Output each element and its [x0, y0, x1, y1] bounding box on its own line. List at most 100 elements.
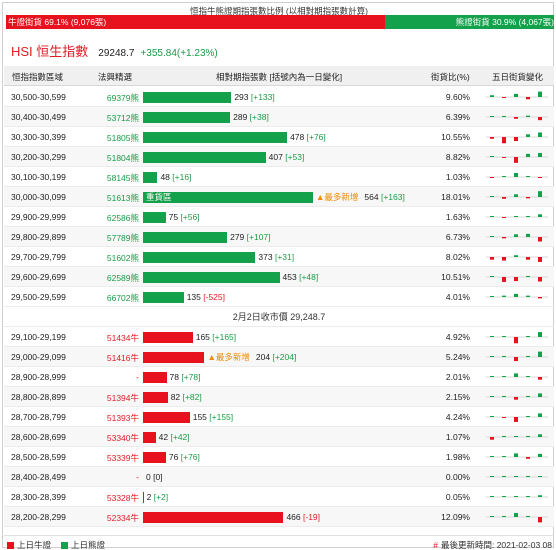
trend-bar: [526, 276, 530, 277]
index-name[interactable]: HSI 恒生指數: [11, 44, 89, 59]
warrant-code-link[interactable]: 62586熊: [106, 213, 139, 223]
warrant-code-link[interactable]: 51393牛: [106, 413, 139, 423]
trend-bar: [514, 172, 518, 177]
bull-table-row[interactable]: 28,300-28,399 53328牛 2 [+2] 0.05%: [4, 487, 554, 507]
trend-bar: [514, 397, 518, 400]
warrant-code-link[interactable]: 58145熊: [106, 173, 139, 183]
contracts-label: 453 [+48]: [283, 272, 319, 282]
contracts-bar: [143, 411, 190, 423]
column-range-header: 恒指指數區域: [12, 72, 64, 82]
warrant-code-link[interactable]: 53340牛: [106, 433, 139, 443]
contracts-bar: [143, 271, 280, 283]
price-range: 29,600-29,699: [11, 272, 66, 282]
warrant-code-link[interactable]: 53339牛: [106, 453, 139, 463]
contracts-value: 453: [282, 272, 297, 282]
trend-bar: [490, 496, 494, 497]
contracts-value: 76: [168, 452, 179, 462]
bear-table-row[interactable]: 30,500-30,599 69379熊 293 [+133] 9.60%: [4, 87, 554, 107]
bear-table-row[interactable]: 30,200-30,299 51804熊 407 [+53] 8.82%: [4, 147, 554, 167]
warrant-code-link[interactable]: 69379熊: [106, 93, 139, 103]
five-day-trend-chart: [486, 91, 548, 100]
bull-table-row[interactable]: 28,700-28,799 51393牛 155 [+155] 4.24%: [4, 407, 554, 427]
trend-bar: [514, 337, 518, 344]
bear-table-row[interactable]: 30,400-30,499 53712熊 289 [+38] 6.39%: [4, 107, 554, 127]
warrant-code-link[interactable]: 51613熊: [106, 193, 139, 203]
five-day-trend-chart: [486, 495, 548, 498]
daily-change: [+163]: [380, 192, 405, 202]
trend-bar: [526, 233, 530, 237]
trend-bar: [502, 456, 506, 457]
five-day-trend-chart: [486, 434, 548, 440]
trend-bar: [514, 373, 518, 377]
update-marker: #: [433, 540, 438, 550]
price-range: 29,500-29,599: [11, 292, 66, 302]
warrant-code-link[interactable]: 51804熊: [106, 153, 139, 163]
bull-table-row[interactable]: 28,400-28,499 -0 [0] 0.00%: [4, 467, 554, 487]
outstanding-pct: 6.39%: [445, 112, 470, 122]
warrant-code-link[interactable]: 51602熊: [106, 253, 139, 263]
bear-table-row[interactable]: 30,000-30,099 51613熊 重貨區 ▲最多新增 564 [+163] 18.…: [4, 187, 554, 207]
column-code-header: 法興精選: [98, 72, 133, 82]
bull-table-row[interactable]: 29,000-29,099 51416牛 ▲最多新增 204 [+204] 5.24%: [4, 347, 554, 367]
warrant-code-link[interactable]: -: [136, 372, 139, 382]
trend-bar: [490, 396, 494, 397]
contracts-value: 135: [186, 292, 201, 302]
trend-bar: [514, 476, 518, 477]
warrant-code-link[interactable]: 66702熊: [106, 293, 139, 303]
warrant-code-link[interactable]: 53328牛: [106, 493, 139, 503]
warrant-code-link[interactable]: 62589熊: [106, 273, 139, 283]
contracts-bar-group: 155 [+155]: [143, 411, 233, 423]
trend-bar: [514, 157, 518, 163]
outstanding-pct: 0.05%: [445, 492, 470, 502]
index-change: +355.84(+1.23%): [140, 48, 218, 59]
five-day-trend-chart: [486, 276, 548, 282]
warrant-code-link[interactable]: 57789熊: [106, 233, 139, 243]
outstanding-pct: 10.55%: [441, 132, 470, 142]
bear-table-row[interactable]: 29,500-29,599 66702熊 135 [-525] 4.01%: [4, 287, 554, 307]
contracts-bar-group: 48 [+16]: [143, 171, 191, 183]
price-range: 28,200-28,299: [11, 512, 66, 522]
bear-table-row[interactable]: 29,900-29,999 62586熊 75 [+56] 1.63%: [4, 207, 554, 227]
bull-table-row[interactable]: 28,900-28,999 - 78 [+78] 2.01%: [4, 367, 554, 387]
trend-bar: [538, 277, 542, 282]
bear-table-row[interactable]: 29,600-29,699 62589熊 453 [+48] 10.51%: [4, 267, 554, 287]
warrant-code-link[interactable]: 51805熊: [106, 133, 139, 143]
warrant-code-link[interactable]: 51394牛: [106, 393, 139, 403]
contracts-value: 0: [146, 472, 151, 482]
most-new-tag: ▲最多新增: [316, 192, 359, 202]
bull-table-row[interactable]: 28,500-28,599 53339牛 76 [+76] 1.98%: [4, 447, 554, 467]
previous-close-divider: 2月2日收市價 29,248.7: [4, 307, 554, 327]
bear-table-row[interactable]: 30,300-30,399 51805熊 478 [+76] 10.55%: [4, 127, 554, 147]
price-range: 30,300-30,399: [11, 132, 66, 142]
trend-bar: [514, 93, 518, 97]
five-day-trend-chart: [486, 373, 548, 380]
bear-table-row[interactable]: 30,100-30,199 58145熊 48 [+16] 1.03%: [4, 167, 554, 187]
warrant-code-link[interactable]: 52334牛: [106, 513, 139, 523]
warrant-code-link[interactable]: 51434牛: [106, 333, 139, 343]
outstanding-pct: 0.00%: [445, 472, 470, 482]
warrant-code-link[interactable]: -: [136, 472, 139, 482]
trend-bar: [526, 376, 530, 377]
contracts-bar: [143, 391, 168, 403]
bull-table-row[interactable]: 28,200-28,299 52334牛 466 [-19] 12.09%: [4, 507, 554, 527]
trend-bar: [526, 134, 530, 137]
column-trend-header: 五日街貨變化: [492, 72, 544, 82]
bull-table-row[interactable]: 28,600-28,699 53340牛 42 [+42] 1.07%: [4, 427, 554, 447]
warrant-code-link[interactable]: 51416牛: [106, 353, 139, 363]
bull-table-row[interactable]: 29,100-29,199 51434牛 165 [+165] 4.92%: [4, 327, 554, 347]
five-day-trend-chart: [486, 191, 548, 199]
bear-table-row[interactable]: 29,800-29,899 57789熊 279 [+107] 6.73%: [4, 227, 554, 247]
bear-table-row[interactable]: 29,700-29,799 51602熊 373 [+31] 8.02%: [4, 247, 554, 267]
daily-change: [+56]: [180, 212, 200, 222]
contracts-bar-group: 478 [+76]: [143, 131, 326, 143]
trend-bar: [502, 116, 506, 117]
contracts-bar: [143, 131, 288, 143]
contracts-bar: [143, 431, 156, 443]
warrant-code-link[interactable]: 53712熊: [106, 113, 139, 123]
trend-bar: [538, 517, 542, 523]
daily-change: [+16]: [172, 172, 192, 182]
contracts-bar: [143, 511, 284, 523]
trend-bar: [526, 115, 530, 117]
daily-change: [+204]: [272, 352, 297, 362]
bull-table-row[interactable]: 28,800-28,899 51394牛 82 [+82] 2.15%: [4, 387, 554, 407]
